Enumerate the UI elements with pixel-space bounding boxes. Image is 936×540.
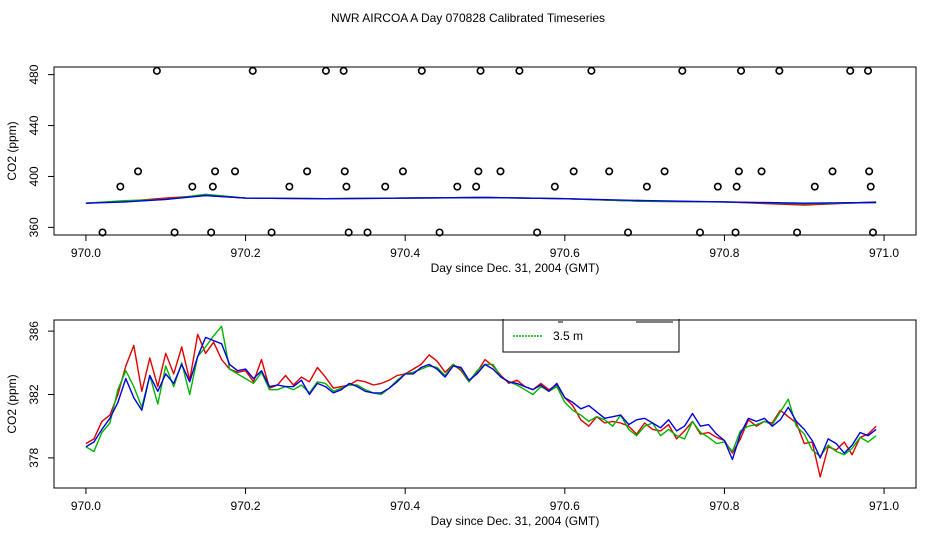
data-point-circle — [624, 228, 633, 237]
series-line-blue — [85, 336, 877, 461]
x-tick-label: 970.6 — [550, 246, 580, 260]
data-point-circle — [267, 228, 276, 237]
x-axis-label: Day since Dec. 31, 2004 (GMT) — [431, 514, 600, 528]
data-point-circle — [285, 182, 294, 191]
data-point-circle — [550, 182, 559, 191]
data-point-circle — [474, 167, 483, 176]
data-point-circle — [642, 182, 651, 191]
data-point-circle — [211, 167, 220, 176]
data-point-circle — [828, 167, 837, 176]
top-panel: 970.0 970.2 970.4 970.6 970.8 971.0 360 400 440 4… — [5, 64, 917, 275]
data-point-circle — [810, 182, 819, 191]
data-point-circle — [775, 66, 784, 75]
series-line-green — [85, 325, 877, 457]
data-point-circle — [398, 167, 407, 176]
data-point-circle — [344, 228, 353, 237]
data-point-circle — [696, 228, 705, 237]
legend-clip-cover — [502, 306, 680, 319]
x-tick-label: 970.8 — [709, 246, 739, 260]
x-tick-label: 971.0 — [869, 499, 899, 513]
data-point-circle — [248, 66, 257, 75]
x-tick-label: 970.6 — [550, 499, 580, 513]
data-point-circle — [732, 182, 741, 191]
data-point-circle — [339, 66, 348, 75]
data-point-circle — [453, 182, 462, 191]
data-point-circle — [605, 167, 614, 176]
legend: 3.5 m — [502, 306, 680, 353]
y-tick-label: 480 — [27, 64, 41, 84]
y-tick-label: 440 — [27, 115, 41, 135]
y-tick-label: 378 — [27, 448, 41, 468]
data-point-circle — [476, 66, 485, 75]
y-axis-label: CO2 (ppm) — [5, 374, 19, 433]
data-point-circle — [496, 167, 505, 176]
x-tick-label: 970.2 — [231, 246, 261, 260]
y-tick-label: 382 — [27, 384, 41, 404]
data-point-circle — [734, 167, 743, 176]
data-point-circle — [757, 167, 766, 176]
data-point-circle — [208, 182, 217, 191]
data-point-circle — [435, 228, 444, 237]
data-point-circle — [678, 66, 687, 75]
data-point-circle — [363, 228, 372, 237]
data-point-circle — [134, 167, 143, 176]
data-point-circle — [152, 66, 161, 75]
y-tick-label: 386 — [27, 321, 41, 341]
data-point-circle — [515, 66, 524, 75]
x-tick-label: 970.4 — [390, 246, 420, 260]
plot-frame — [53, 66, 917, 236]
plot-area — [85, 193, 877, 206]
data-point-circle — [737, 66, 746, 75]
data-point-circle — [207, 228, 216, 237]
legend-label: 3.5 m — [553, 329, 583, 343]
data-point-circle — [713, 182, 722, 191]
data-point-circle — [868, 228, 877, 237]
x-tick-label: 970.2 — [231, 499, 261, 513]
data-point-circle — [170, 228, 179, 237]
data-point-circle — [864, 66, 873, 75]
data-point-circle — [116, 182, 125, 191]
data-point-circle — [533, 228, 542, 237]
plot-frame — [53, 319, 917, 489]
x-tick-label: 970.0 — [71, 246, 101, 260]
x-tick-label: 970.4 — [390, 499, 420, 513]
x-axis-label: Day since Dec. 31, 2004 (GMT) — [431, 261, 600, 275]
data-point-circle — [846, 66, 855, 75]
data-point-circle — [303, 167, 312, 176]
data-point-circle — [793, 228, 802, 237]
x-tick-label: 970.0 — [71, 499, 101, 513]
y-tick-label: 360 — [27, 217, 41, 237]
data-point-circle — [98, 228, 107, 237]
data-point-circle — [340, 167, 349, 176]
bottom-panel: 970.0 970.2 970.4 970.6 970.8 971.0 378 382 386 D… — [5, 306, 917, 528]
data-point-circle — [472, 182, 481, 191]
data-point-circle — [231, 167, 240, 176]
data-point-circle — [342, 182, 351, 191]
data-point-circle — [321, 66, 330, 75]
data-point-circle — [417, 66, 426, 75]
series-line-red — [85, 333, 877, 478]
y-axis-label: CO2 (ppm) — [5, 121, 19, 180]
data-point-circle — [381, 182, 390, 191]
x-tick-label: 970.8 — [709, 499, 739, 513]
figure-title: NWR AIRCOA A Day 070828 Calibrated Times… — [331, 11, 605, 25]
data-point-circle — [660, 167, 669, 176]
y-tick-label: 400 — [27, 166, 41, 186]
data-point-circle — [587, 66, 596, 75]
data-point-circle — [865, 167, 874, 176]
data-point-circle — [188, 182, 197, 191]
data-point-circle — [569, 167, 578, 176]
data-point-circle — [731, 228, 740, 237]
data-point-circle — [866, 182, 875, 191]
series-line-blue — [85, 194, 877, 204]
x-tick-label: 971.0 — [869, 246, 899, 260]
plot-area — [85, 325, 877, 478]
